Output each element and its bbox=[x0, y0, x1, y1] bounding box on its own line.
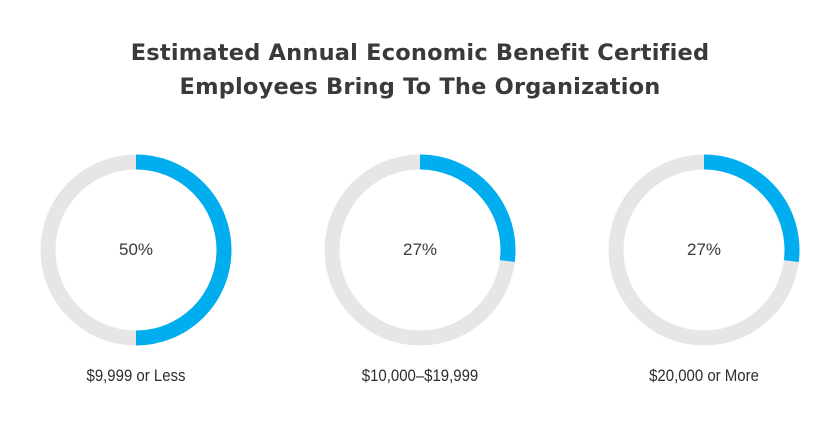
donut-value-label-3: 27% bbox=[686, 240, 722, 259]
donut-value-label-2: 27% bbox=[402, 240, 438, 259]
donut-chart-1: 50% bbox=[36, 150, 236, 350]
chart-title: Estimated Annual Economic Benefit Certif… bbox=[0, 36, 840, 104]
chart-title-line-2: Employees Bring To The Organization bbox=[179, 74, 661, 100]
donut-arc-2 bbox=[419, 154, 516, 262]
category-label-1: $9,999 or Less bbox=[86, 366, 186, 385]
donut-svg-2 bbox=[324, 154, 516, 346]
donut-svg-3 bbox=[608, 154, 800, 346]
category-label-2: $10,000–$19,999 bbox=[361, 366, 479, 385]
chart-title-line-1: Estimated Annual Economic Benefit Certif… bbox=[130, 40, 710, 66]
donut-arc-3 bbox=[703, 154, 800, 262]
donut-svg-1 bbox=[40, 154, 232, 346]
donut-chart-2: 27% bbox=[320, 150, 520, 350]
donut-value-label-1: 50% bbox=[118, 240, 154, 259]
donut-chart-3: 27% bbox=[604, 150, 804, 350]
donut-arc-1 bbox=[135, 154, 232, 346]
category-label-3: $20,000 or More bbox=[649, 366, 759, 385]
